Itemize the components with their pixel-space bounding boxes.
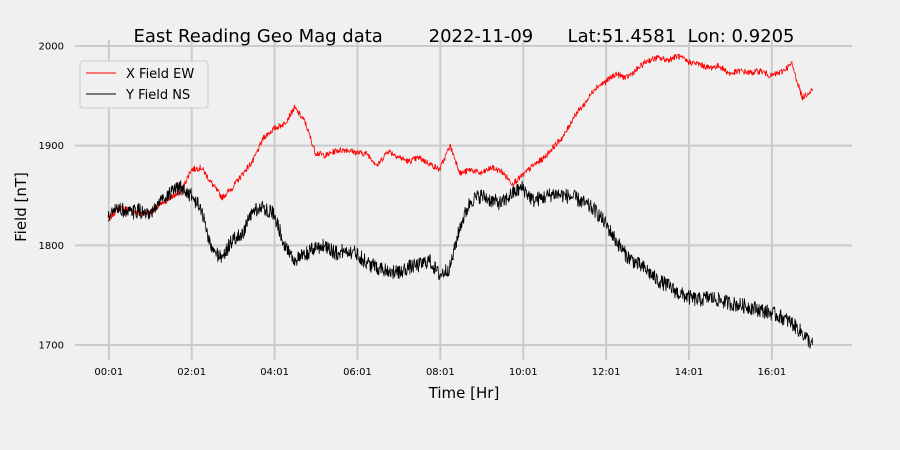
x-tick-label: 10:01 [509, 367, 538, 378]
y-tick-label: 1800 [39, 241, 64, 252]
x-tick-label: 08:01 [426, 367, 455, 378]
grid [75, 40, 852, 360]
y-tick-label: 2000 [39, 41, 64, 52]
legend-label-x-field: X Field EW [126, 67, 194, 82]
y-tick-label: 1700 [39, 341, 64, 352]
x-axis-ticks: 00:01 02:01 04:01 06:01 08:01 10:01 12:01 14:01… [94, 367, 786, 378]
x-tick-label: 06:01 [343, 367, 372, 378]
legend-label-y-field: Y Field NS [125, 88, 190, 103]
x-tick-label: 00:01 [94, 367, 123, 378]
x-tick-label: 02:01 [177, 367, 206, 378]
y-axis-label: Field [nT] [12, 172, 30, 242]
chart-title: East Reading Geo Mag data 2022-11-09 Lat… [133, 26, 794, 47]
y-tick-label: 1900 [39, 141, 64, 152]
y-axis-ticks: 1700 1800 1900 2000 [39, 41, 64, 351]
x-tick-label: 16:01 [757, 367, 786, 378]
x-tick-label: 04:01 [260, 367, 289, 378]
x-tick-label: 14:01 [675, 367, 704, 378]
x-tick-label: 12:01 [592, 367, 621, 378]
x-axis-label: Time [Hr] [428, 384, 500, 402]
legend: X Field EW Y Field NS [79, 60, 209, 109]
series-line-x-field [107, 53, 813, 222]
series-layer [107, 53, 813, 349]
series-line-y-field [107, 180, 813, 349]
